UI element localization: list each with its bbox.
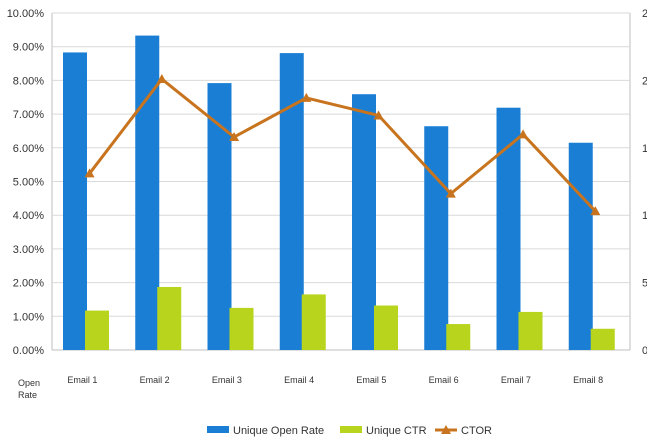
right-tick-label: 15 [642, 143, 647, 155]
category-label: Email 3 [212, 375, 242, 385]
bar-unique-open-rate [568, 142, 593, 350]
left-tick-label: 2.00% [13, 278, 44, 290]
left-tick-label: 1.00% [13, 311, 44, 323]
bar-unique-ctr [518, 311, 543, 350]
ctor-point [301, 92, 312, 102]
legend: Unique Open Rate Unique CTR CTOR [207, 425, 492, 437]
right-axis-ticks: 0 5 10 15 20 25 [642, 8, 647, 357]
left-tick-label: 10.00% [7, 8, 45, 20]
bar-unique-ctr [446, 324, 471, 350]
category-label: Email 6 [429, 375, 459, 385]
category-label: Email 8 [573, 375, 603, 385]
bar-unique-open-rate [135, 35, 160, 350]
category-label: Email 1 [67, 375, 97, 385]
ctor-point [445, 188, 456, 198]
bar-unique-ctr [85, 310, 109, 350]
left-tick-label: 9.00% [13, 42, 44, 54]
ctor-point [84, 168, 95, 178]
category-label: Email 5 [356, 375, 386, 385]
bar-unique-open-rate [424, 126, 449, 351]
bar-unique-ctr [301, 294, 326, 350]
side-label-line: Rate [18, 390, 37, 400]
ctor-point [518, 129, 529, 139]
right-tick-label: 20 [642, 75, 647, 87]
bar-unique-open-rate [352, 94, 376, 350]
left-tick-label: 8.00% [13, 75, 44, 87]
bar-unique-ctr [590, 328, 615, 350]
bar-unique-open-rate [63, 52, 87, 350]
ctor-point [373, 110, 384, 120]
right-tick-label: 5 [642, 278, 647, 290]
ctor-line [84, 74, 601, 216]
bar-unique-ctr [229, 307, 254, 350]
bars [63, 35, 615, 351]
bar-unique-open-rate [207, 83, 232, 350]
category-label: Email 2 [140, 375, 170, 385]
legend-marker [441, 425, 451, 434]
bar-unique-open-rate [279, 53, 304, 351]
legend-swatch [340, 426, 362, 433]
side-label: Open Rate [18, 378, 40, 400]
bar-unique-open-rate [496, 107, 521, 351]
legend-label: CTOR [461, 425, 492, 437]
ctor-series-line [88, 77, 597, 213]
left-tick-label: 3.00% [13, 244, 44, 256]
ctor-point [156, 74, 167, 84]
legend-label: Unique Open Rate [233, 425, 324, 437]
legend-label: Unique CTR [366, 425, 427, 437]
legend-swatch [207, 426, 229, 433]
left-axis-ticks: 0.00% 1.00% 2.00% 3.00% 4.00% 5.00% 6.00% 7.00%… [7, 8, 45, 357]
category-labels: Email 1 Email 2 Email 3 Email 4 Email 5 Email… [67, 375, 603, 385]
ctor-point [590, 206, 601, 216]
category-label: Email 7 [501, 375, 531, 385]
left-tick-label: 7.00% [13, 109, 44, 121]
side-label-line: Open [18, 378, 40, 388]
ctor-point [229, 132, 240, 142]
right-tick-label: 25 [642, 8, 647, 20]
right-tick-label: 0 [642, 345, 647, 357]
left-tick-label: 4.00% [13, 210, 44, 222]
right-tick-label: 10 [642, 210, 647, 222]
category-label: Email 4 [284, 375, 314, 385]
bar-unique-ctr [374, 305, 398, 350]
bar-unique-ctr [157, 286, 182, 350]
left-tick-label: 5.00% [13, 177, 44, 189]
left-tick-label: 0.00% [13, 345, 44, 357]
left-tick-label: 6.00% [13, 143, 44, 155]
